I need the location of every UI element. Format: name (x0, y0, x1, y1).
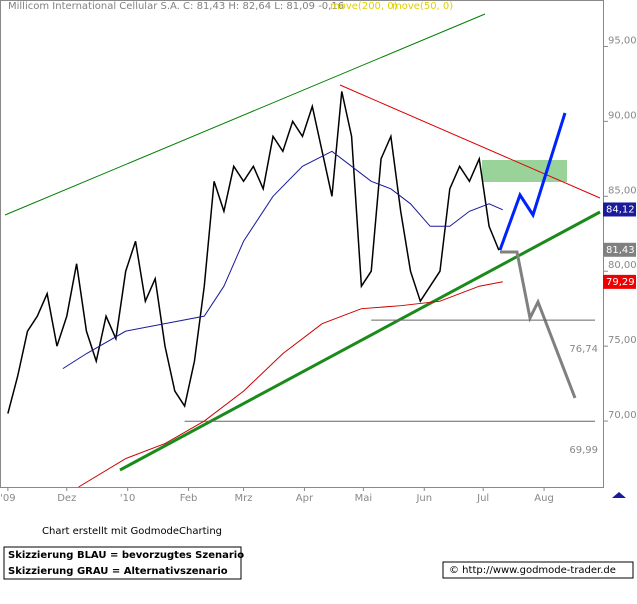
copyright-box (442, 561, 634, 579)
level-label: 69,99 (569, 445, 598, 456)
notes-box (3, 546, 242, 580)
upper-channel (4, 13, 486, 216)
price-tag-label: 84,12 (606, 204, 635, 215)
x-tick-label: Jun (415, 493, 432, 504)
blue-scenario (498, 112, 567, 251)
x-tick-label: Feb (180, 493, 198, 504)
note: Skizzierung BLAU = bevorzugtes Szenario (8, 550, 244, 561)
x-tick-label: Aug (534, 493, 554, 504)
y-tick-label: 85,00 (608, 185, 637, 196)
series-line (7, 91, 500, 414)
note: Skizzierung GRAU = Alternativszenario (8, 566, 228, 577)
x-tick-label: '10 (120, 493, 135, 504)
x-tick-label: Apr (296, 493, 314, 504)
x-tick-label: Jul (476, 493, 489, 504)
price-tag-label: 79,29 (606, 277, 635, 288)
price-tag (603, 202, 636, 217)
x-tick-label: Dez (57, 493, 76, 504)
x-tick-label: Mrz (235, 493, 253, 504)
price-tag (603, 242, 636, 257)
y-tick-label: 80,00 (608, 260, 637, 271)
downtrend-line (339, 84, 601, 199)
header: Millicom International Cellular S.A. C: … (8, 1, 344, 12)
y-tick-label: 75,00 (608, 335, 637, 346)
series-line (78, 281, 503, 488)
price-tag-label: 81,43 (606, 245, 635, 256)
y-tick-label: 95,00 (608, 35, 637, 46)
x-tick-label: '09 (0, 493, 15, 504)
credit: Chart erstellt mit GodmodeCharting (42, 526, 222, 537)
y-tick-label: 90,00 (608, 110, 637, 121)
uptrend-line (119, 210, 601, 472)
level-label: 76,74 (569, 344, 598, 355)
target-zone (482, 160, 567, 182)
y-tick-label: 70,00 (608, 410, 637, 421)
header-move: move(200, 0) (330, 1, 398, 12)
series-line (62, 150, 504, 370)
x-tick-label: Mai (355, 493, 373, 504)
copyright: © http://www.godmode-trader.de (449, 565, 616, 576)
grey-scenario (500, 250, 577, 399)
header-move: move(50, 0) (392, 1, 453, 12)
price-tag (603, 274, 636, 289)
nav-icon[interactable] (612, 492, 626, 498)
